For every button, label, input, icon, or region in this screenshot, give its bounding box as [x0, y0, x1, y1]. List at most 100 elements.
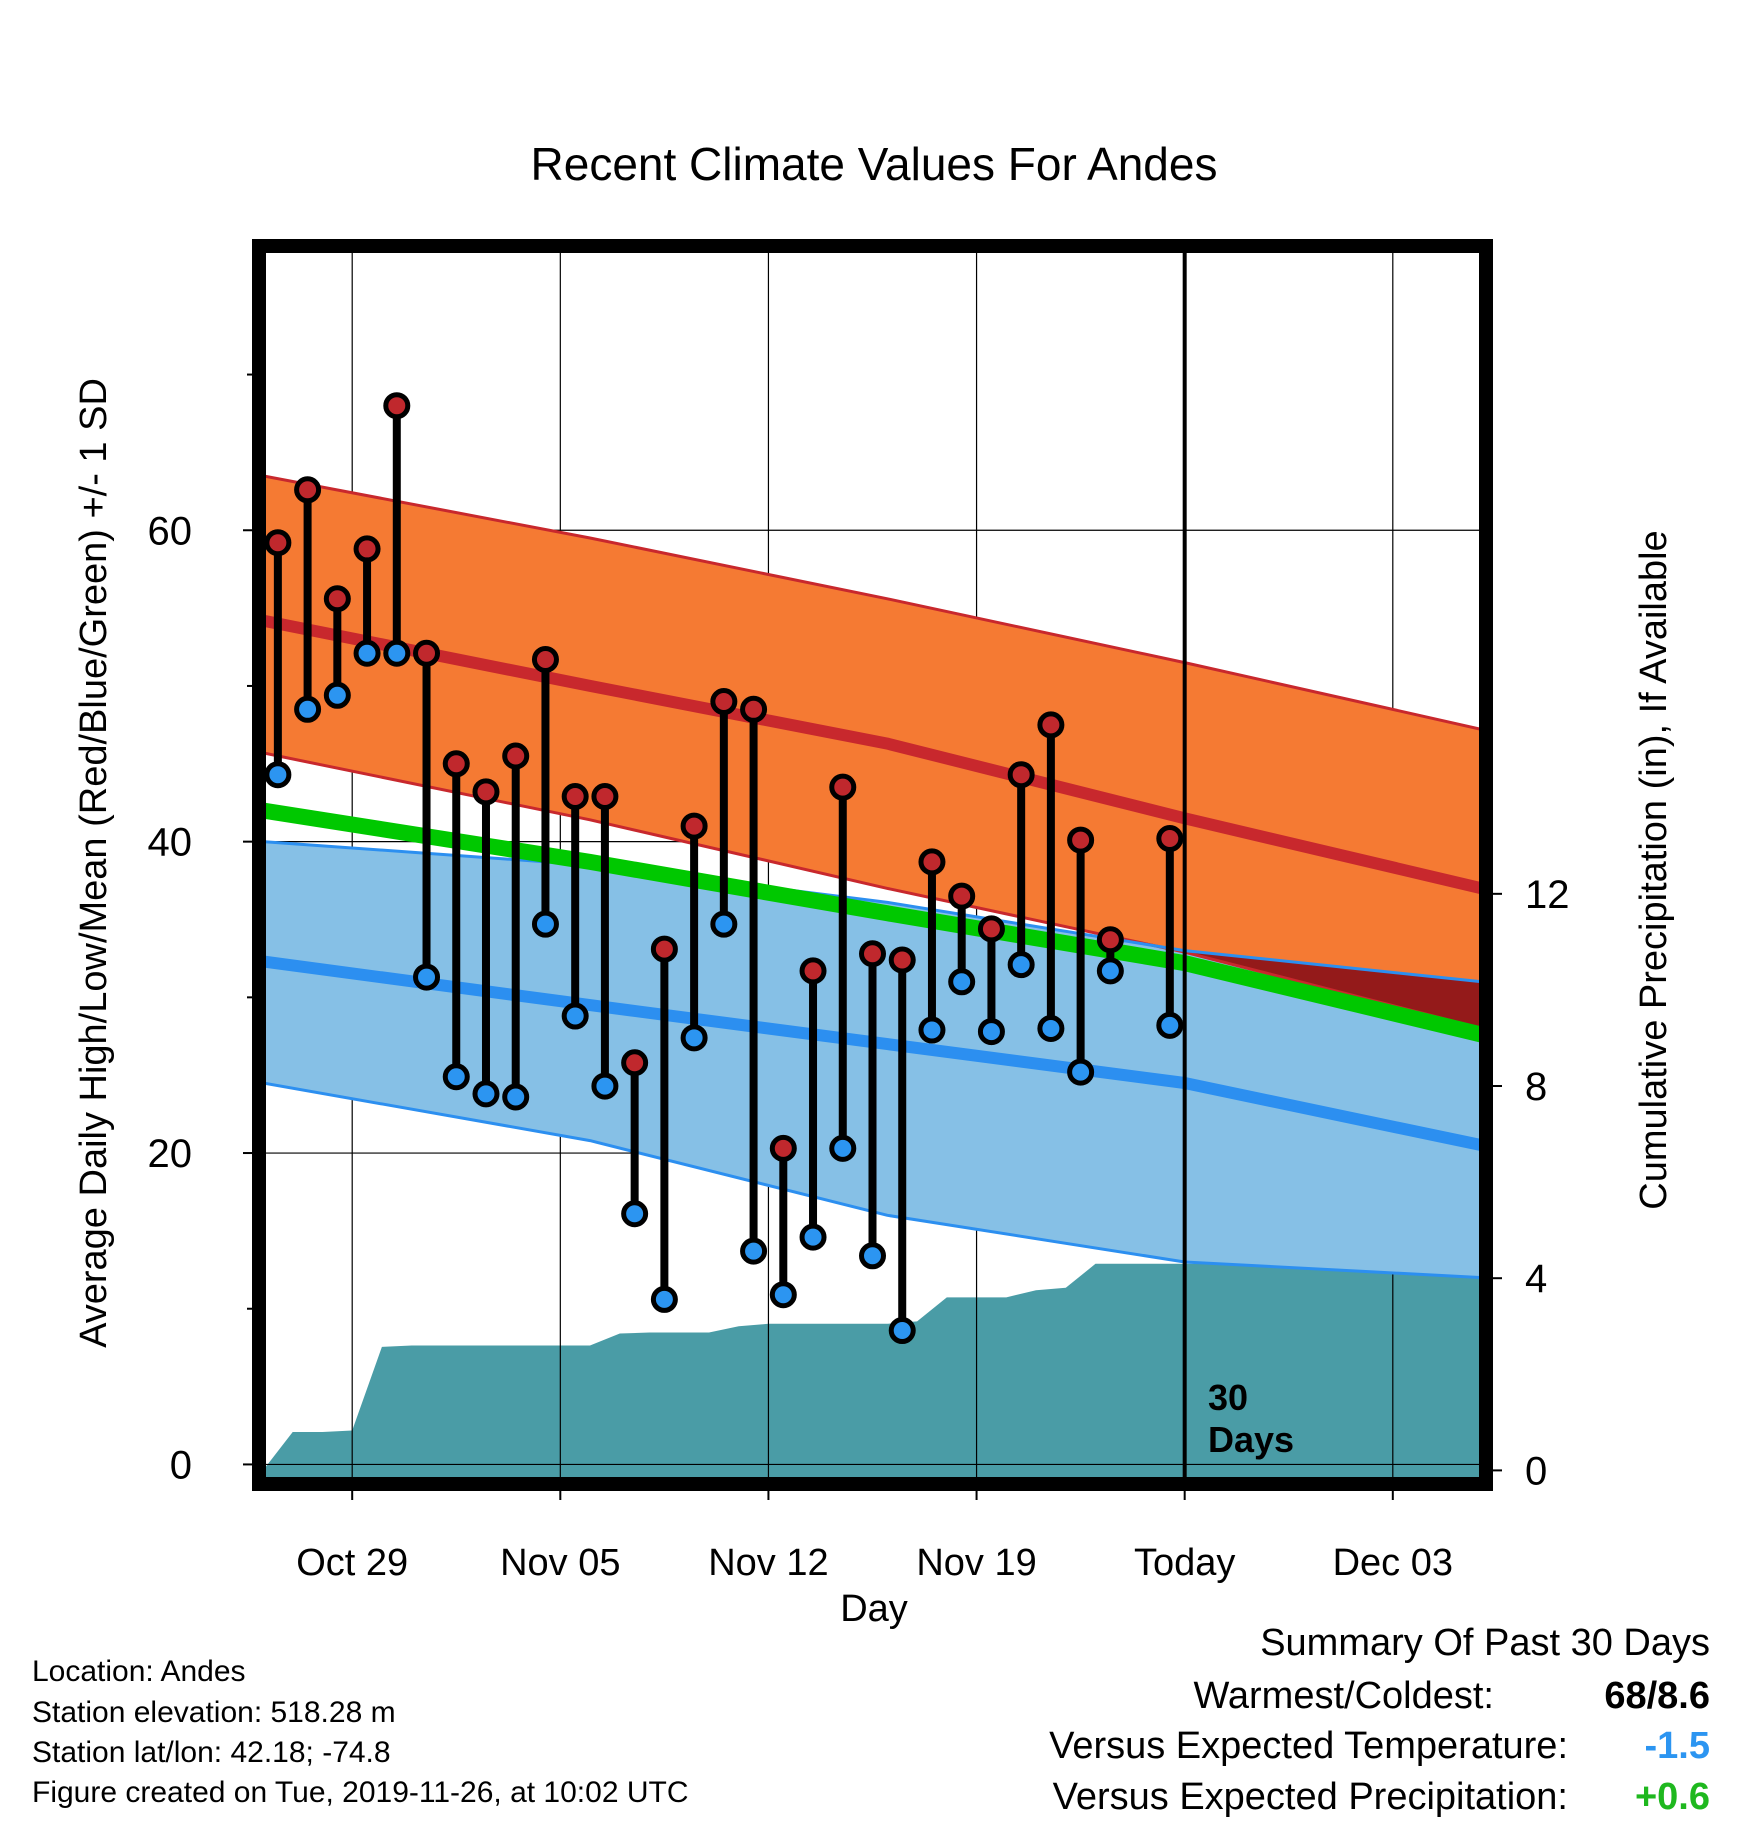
high-point: [829, 773, 857, 801]
high-point: [948, 882, 976, 910]
high-point: [1067, 826, 1095, 854]
high-point: [1037, 711, 1065, 739]
low-point: [888, 1317, 916, 1345]
low-point: [710, 910, 738, 938]
y-tick-label-left: 0: [170, 1443, 192, 1487]
y-tick-label-right: 0: [1525, 1449, 1547, 1493]
low-point: [353, 639, 381, 667]
high-point: [413, 639, 441, 667]
high-point: [1096, 926, 1124, 954]
high-point: [323, 585, 351, 613]
high-point: [1007, 761, 1035, 789]
low-point: [442, 1063, 470, 1091]
plot-area: [263, 250, 1482, 1480]
x-tick-label: Dec 03: [1333, 1542, 1453, 1584]
summary-precip-value: +0.6: [1634, 1776, 1710, 1818]
y-tick-label-left: 60: [148, 509, 193, 553]
high-point: [799, 957, 827, 985]
low-minus-sd-line: [263, 1081, 1482, 1280]
high-point: [977, 915, 1005, 943]
low-point: [1096, 957, 1124, 985]
footer-latlon: Station lat/lon: 42.18; -74.8: [32, 1736, 391, 1769]
low-point: [561, 1002, 589, 1030]
high-point: [710, 688, 738, 716]
high-point: [740, 695, 768, 723]
precipitation-layer: [263, 1263, 1482, 1480]
high-point: [650, 935, 678, 963]
y-axis-label-right: Cumulative Precipitation (in), If Availa…: [1633, 530, 1675, 1209]
high-plus-sd-line: [263, 474, 1482, 731]
high-point: [383, 392, 411, 420]
low-point: [1156, 1011, 1184, 1039]
low-point: [829, 1134, 857, 1162]
footer-location: Location: Andes: [32, 1655, 246, 1688]
high-point: [294, 476, 322, 504]
y-axis-label-left: Average Daily High/Low/Mean (Red/Blue/Gr…: [73, 378, 115, 1348]
low-point: [621, 1200, 649, 1228]
high-point: [502, 742, 530, 770]
y-tick-label-left: 40: [148, 821, 193, 865]
summary-heading: Summary Of Past 30 Days: [1260, 1622, 1710, 1664]
mean-normal-line: [263, 802, 1482, 1043]
high-point: [561, 782, 589, 810]
high-point: [264, 529, 292, 557]
y-tick-label-right: 12: [1525, 873, 1570, 917]
low-point: [591, 1072, 619, 1100]
window-annotation-line-1: 30: [1208, 1377, 1248, 1418]
summary-precip-label: Versus Expected Precipitation:: [1052, 1776, 1568, 1818]
low-point: [918, 1016, 946, 1044]
high-point: [442, 750, 470, 778]
x-tick-label: Nov 12: [708, 1542, 828, 1584]
low-point: [502, 1083, 530, 1111]
low-point: [1067, 1058, 1095, 1086]
window-annotation-line-2: Days: [1208, 1419, 1294, 1460]
low-normal-line: [263, 955, 1482, 1152]
summary-warm-cold-value: 68/8.6: [1604, 1675, 1710, 1717]
chart-title: Recent Climate Values For Andes: [531, 138, 1218, 190]
low-point: [680, 1024, 708, 1052]
low-point: [264, 761, 292, 789]
high-normal-line: [263, 614, 1482, 895]
summary-temp-value: -1.5: [1644, 1725, 1710, 1767]
high-point: [918, 848, 946, 876]
high-point: [859, 940, 886, 968]
low-point: [413, 963, 441, 991]
high-point: [472, 778, 500, 806]
low-point: [799, 1223, 827, 1251]
y-tick-label-right: 8: [1525, 1065, 1547, 1109]
high-point: [680, 812, 708, 840]
daily-bars-layer: [264, 392, 1184, 1345]
axes-layer: Oct 29 Nov 05 Nov 12 Nov 19 Today Dec 0302040…: [148, 373, 1570, 1584]
plot-frame: [252, 239, 1493, 1491]
low-point: [531, 910, 559, 938]
low-point: [769, 1281, 797, 1309]
x-tick-label: Nov 19: [916, 1542, 1036, 1584]
footer-elevation: Station elevation: 518.28 m: [32, 1696, 396, 1729]
high-sd-band: [263, 475, 1482, 1029]
y-tick-label-right: 4: [1525, 1257, 1547, 1301]
x-axis-label: Day: [840, 1588, 908, 1630]
low-point: [472, 1080, 500, 1108]
low-point: [323, 681, 351, 709]
x-tick-label: Nov 05: [500, 1542, 620, 1584]
y-tick-label-left: 20: [148, 1132, 193, 1176]
low-point: [383, 639, 411, 667]
low-point: [948, 968, 976, 996]
high-point: [621, 1049, 649, 1077]
x-tick-label: Oct 29: [296, 1542, 408, 1584]
high-point: [531, 645, 559, 673]
high-point: [1156, 825, 1184, 853]
low-point: [740, 1237, 768, 1265]
summary-warm-cold-label: Warmest/Coldest:: [1193, 1675, 1494, 1717]
low-point: [977, 1018, 1005, 1046]
low-point: [859, 1242, 886, 1270]
low-point: [294, 695, 322, 723]
high-point: [353, 535, 381, 563]
precipitation-area: [263, 1263, 1482, 1480]
high-point: [769, 1134, 797, 1162]
low-point: [650, 1285, 678, 1313]
low-plus-sd-line: [263, 840, 1482, 984]
low-point: [1007, 951, 1035, 979]
high-point: [888, 946, 916, 974]
